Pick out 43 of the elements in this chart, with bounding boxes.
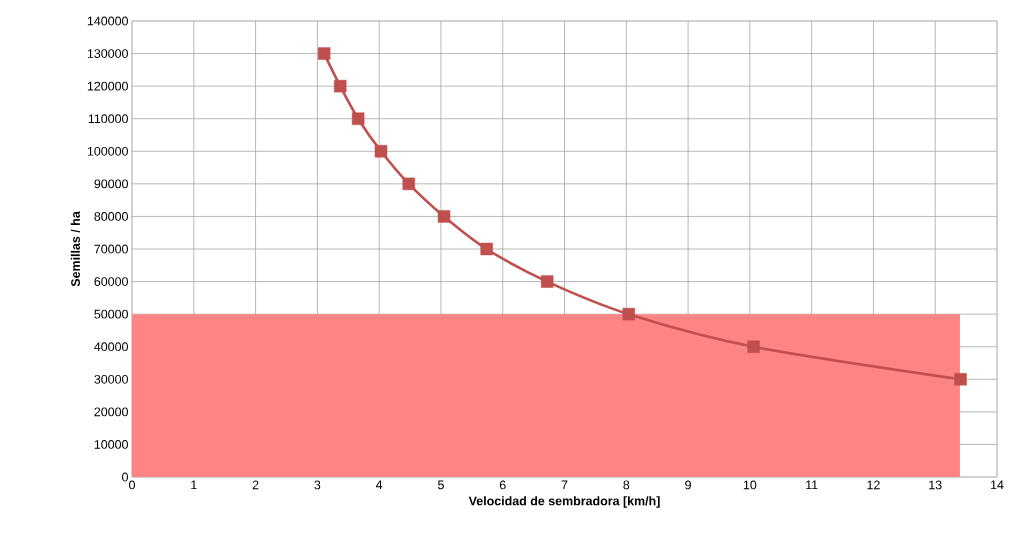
y-tick-label: 70000	[94, 244, 128, 254]
x-tick-label: 9	[685, 480, 691, 490]
point	[317, 47, 331, 60]
x-tick-label: 1	[191, 480, 197, 490]
point	[622, 307, 635, 321]
y-tick-label: 30000	[94, 374, 128, 384]
x-tick-label: 0	[129, 480, 135, 490]
x-tick-label: 10	[743, 480, 757, 490]
y-tick-label: 60000	[94, 277, 128, 286]
x-tick-label: 12	[867, 480, 880, 490]
x-tick-label: 14	[991, 480, 1004, 490]
y-tick-label: 50000	[94, 309, 128, 319]
x-tick-label: 5	[437, 480, 444, 490]
x-tick-label: 2	[252, 480, 259, 490]
y-tick-label: 110000	[88, 114, 128, 124]
y-tick-label: 130000	[87, 49, 128, 58]
x-tick-label: 3	[314, 480, 321, 490]
y-tick-label: 120000	[87, 81, 128, 91]
y-tick-label: 90000	[94, 179, 128, 189]
point	[954, 373, 967, 386]
point	[480, 242, 493, 256]
y-tick-label: 10000	[94, 440, 128, 449]
y-tick-label: 40000	[94, 342, 128, 352]
point	[540, 275, 554, 288]
x-tick-label: 13	[929, 480, 942, 490]
point	[333, 79, 347, 93]
x-tick-label: 6	[499, 480, 506, 490]
y-axis-title: Semillas / ha	[70, 211, 81, 287]
y-tick-label: 100000	[87, 146, 128, 156]
x-axis-title: Velocidad de sembradora [km/h]	[468, 496, 660, 508]
y-tick-label: 0	[122, 472, 128, 482]
x-tick-label: 7	[561, 480, 568, 490]
point	[402, 177, 416, 191]
point	[351, 112, 365, 125]
y-tick-label: 140000	[87, 16, 128, 26]
x-tick-label: 8	[623, 480, 630, 490]
point	[437, 210, 451, 223]
y-tick-label: 20000	[94, 407, 128, 417]
point	[747, 340, 760, 353]
x-tick-label: 11	[806, 480, 818, 490]
point	[374, 145, 388, 158]
x-tick-label: 4	[375, 480, 383, 490]
y-tick-label: 80000	[94, 212, 128, 221]
